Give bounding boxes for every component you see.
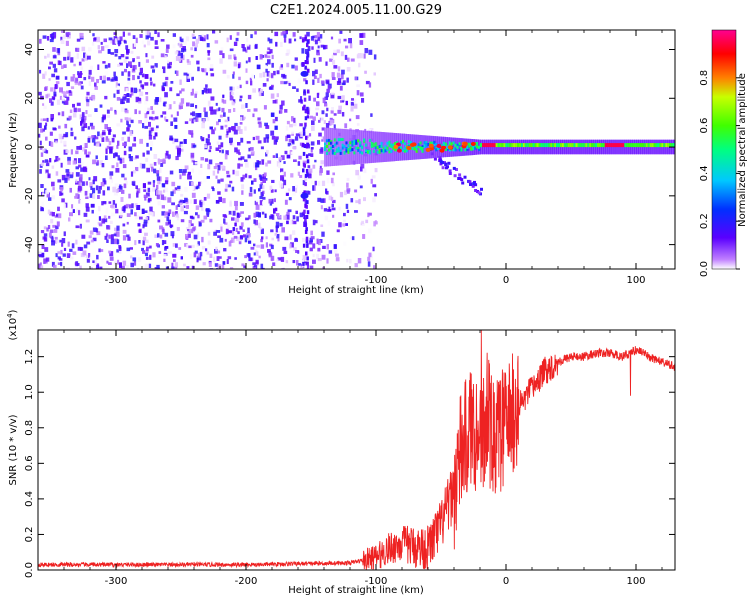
x-tick-label: 100 bbox=[626, 576, 645, 587]
colorbar-tick-label: 0.8 bbox=[699, 70, 710, 86]
y-tick-label: -40 bbox=[24, 236, 35, 252]
x-tick-label: -200 bbox=[235, 576, 258, 587]
x-tick-label: 0 bbox=[503, 576, 509, 587]
colorbar-tick-label: 0.6 bbox=[699, 118, 710, 134]
x-tick-label: -100 bbox=[365, 576, 388, 587]
y-tick-label: 0 bbox=[24, 144, 35, 150]
snr-axes: -300 -200 -100 0 100 0.0 0.2 0.4 0.6 0.8 1.0 1.2 bbox=[24, 330, 675, 587]
y-tick-label: 0.0 bbox=[24, 562, 35, 578]
snr-scale-label: (x104) bbox=[6, 309, 19, 340]
snr-xlabel: Height of straight line (km) bbox=[288, 585, 424, 596]
colorbar-tick-label: 0.2 bbox=[699, 213, 710, 229]
y-tick-label: 0.4 bbox=[24, 491, 35, 507]
y-tick-label: 0.8 bbox=[24, 420, 35, 436]
snr-frame bbox=[37, 329, 676, 571]
y-tick-label: -20 bbox=[24, 188, 35, 204]
x-tick-label: -300 bbox=[105, 576, 128, 587]
colorbar-axis: 0.0 0.2 0.4 0.6 0.8 bbox=[699, 70, 740, 277]
y-tick-label: 0.6 bbox=[24, 455, 35, 471]
spectrogram-ylabel: Frequency (Hz) bbox=[8, 112, 19, 188]
colorbar-tick-label: 0.4 bbox=[699, 165, 710, 181]
snr-ylabel: SNR (10 * v/v) bbox=[8, 414, 19, 485]
x-tick-label: 100 bbox=[626, 275, 645, 286]
colorbar-tick-label: 0.0 bbox=[699, 261, 710, 277]
y-tick-label: 1.0 bbox=[24, 384, 35, 400]
snr-plot-area bbox=[38, 330, 675, 570]
y-tick-label: 20 bbox=[24, 92, 35, 105]
spectrogram-frame bbox=[37, 29, 676, 270]
x-tick-label: 0 bbox=[503, 275, 509, 286]
colorbar-label: Normalized spectral amplitude bbox=[737, 73, 748, 227]
snr-series-line bbox=[38, 330, 675, 570]
y-tick-label: 0.2 bbox=[24, 526, 35, 542]
x-tick-label: -100 bbox=[365, 275, 388, 286]
colorbar bbox=[711, 29, 737, 270]
y-tick-label: 1.2 bbox=[24, 349, 35, 365]
spectrogram-heatmap bbox=[38, 30, 675, 269]
x-tick-label: -300 bbox=[105, 275, 128, 286]
y-tick-label: 40 bbox=[24, 43, 35, 56]
x-tick-label: -200 bbox=[235, 275, 258, 286]
spectrogram-xlabel: Height of straight line (km) bbox=[288, 285, 424, 296]
chart-title: C2E1.2024.005.11.00.G29 bbox=[270, 3, 442, 18]
